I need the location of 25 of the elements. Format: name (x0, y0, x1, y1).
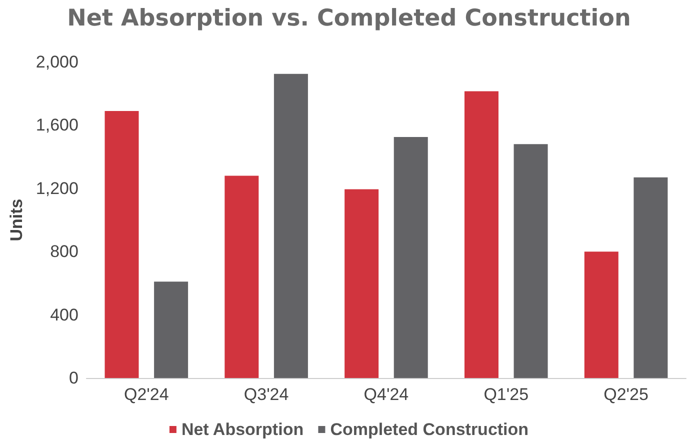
bar (394, 137, 428, 378)
legend-label: Net Absorption (181, 420, 304, 439)
x-tick-label: Q1'25 (484, 385, 529, 404)
bar (154, 282, 188, 378)
bar (104, 110, 139, 378)
y-axis-title: Units (7, 198, 26, 242)
bar (514, 144, 548, 378)
x-tick-label: Q3'24 (244, 385, 289, 404)
bar (274, 74, 308, 378)
x-tick-label: Q4'24 (364, 385, 409, 404)
chart-title: Net Absorption vs. Completed Construction (67, 6, 631, 32)
bar (584, 252, 618, 378)
y-tick-label: 1,200 (36, 178, 78, 198)
y-tick-label: 0 (68, 368, 78, 388)
bar (464, 91, 498, 378)
y-tick-label: 1,600 (36, 116, 78, 135)
y-tick-label: 400 (50, 305, 78, 324)
y-tick-label: 800 (50, 242, 78, 262)
legend-label: Completed Construction (330, 420, 529, 439)
bar (344, 189, 379, 378)
x-tick-label: Q2'24 (124, 385, 169, 404)
y-tick-label: 2,000 (36, 52, 78, 72)
bar (634, 177, 668, 378)
bar (224, 176, 259, 378)
x-tick-label: Q2'25 (604, 385, 648, 404)
